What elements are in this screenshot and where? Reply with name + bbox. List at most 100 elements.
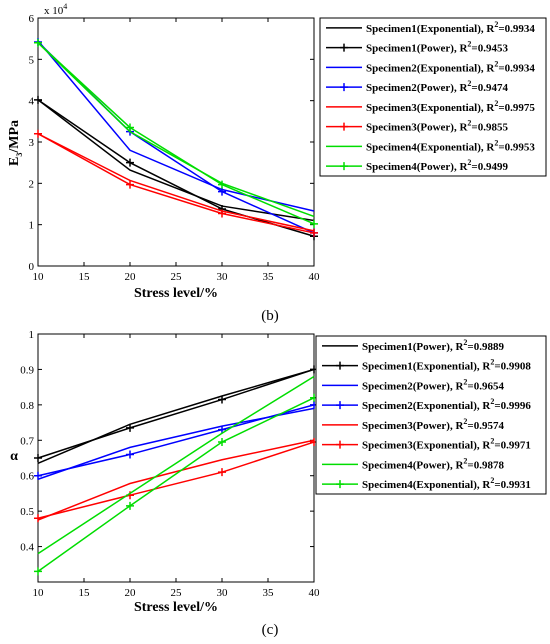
x-tick-label: 25 xyxy=(171,271,183,283)
data-point-marker xyxy=(218,187,226,196)
data-point-marker xyxy=(218,209,226,218)
data-point-marker xyxy=(126,158,134,167)
series-line xyxy=(37,368,315,465)
legend-marker xyxy=(340,122,348,131)
series-line xyxy=(34,38,318,228)
series-b xyxy=(34,37,318,241)
y-tick-label: 4 xyxy=(29,96,35,108)
legend-entry: Specimen2(Exponential), R2=0.9934 xyxy=(366,59,535,74)
data-point-marker xyxy=(34,454,42,462)
data-point-marker xyxy=(34,95,42,104)
legend-box-c xyxy=(315,335,547,495)
legend-marker xyxy=(340,83,348,92)
legend-entry: Specimen3(Power), R2=0.9855 xyxy=(366,119,508,134)
legend-marker xyxy=(340,43,348,52)
y-tick-label: 0.4 xyxy=(20,542,34,554)
series-path xyxy=(37,99,315,237)
x-tick-label: 35 xyxy=(263,587,275,599)
legend-entry: Specimen3(Power), R2=0.9574 xyxy=(362,417,504,432)
legend-entry: Specimen4(Power), R2=0.9878 xyxy=(362,456,504,471)
x-tick-label: 10 xyxy=(33,587,45,599)
legend-entry: Specimen1(Exponential), R2=0.9908 xyxy=(362,358,531,373)
y-multiplier-b: x 104 xyxy=(44,2,67,17)
x-tick-label: 30 xyxy=(217,271,229,283)
panel-label-b: (b) xyxy=(261,308,279,324)
data-point-marker xyxy=(218,395,226,404)
data-point-marker xyxy=(126,450,134,459)
y-tick-label: 3 xyxy=(29,137,35,149)
legend-entry: Specimen4(Power), R2=0.9499 xyxy=(366,158,508,173)
chart-panel-b: 10 15 20 25 30 35 40 0 1 2 3 4 5 6 x 104 E3/MPa Stres… xyxy=(7,2,547,324)
data-point-marker xyxy=(34,514,42,523)
y-tick-label: 0.9 xyxy=(20,364,34,376)
x-tick-label: 15 xyxy=(79,587,91,599)
y-tick-label: 1 xyxy=(29,329,35,341)
legend-entry: Specimen2(Power), R2=0.9654 xyxy=(362,377,504,392)
series-line xyxy=(34,365,318,462)
series-path xyxy=(37,41,315,234)
series-line xyxy=(37,99,315,222)
ticks-c: 10 15 20 25 30 35 40 0.4 0.5 0.6 0.7 0.8 0.9 1 xyxy=(20,329,320,599)
x-axis-label-c: Stress level/% xyxy=(134,600,218,615)
series-line xyxy=(34,438,318,523)
x-tick-label: 35 xyxy=(263,271,275,283)
y-tick-label: 6 xyxy=(29,13,35,25)
y-tick-label: 0.5 xyxy=(20,506,34,518)
legend-marker xyxy=(340,162,348,171)
data-point-marker xyxy=(126,123,134,132)
series-path xyxy=(37,42,315,218)
legend-marker xyxy=(336,361,344,370)
legend-entry: Specimen3(Exponential), R2=0.9971 xyxy=(362,437,531,452)
legend-entry: Specimen1(Exponential), R2=0.9934 xyxy=(366,20,535,35)
ticks-b: 10 15 20 25 30 35 40 0 1 2 3 4 5 6 xyxy=(29,13,321,283)
plot-area-b xyxy=(37,17,315,267)
series-path xyxy=(37,404,315,477)
series-path xyxy=(37,133,315,232)
data-point-marker xyxy=(218,180,226,189)
legend-entry: Specimen1(Power), R2=0.9889 xyxy=(362,338,504,353)
series-c xyxy=(34,365,318,576)
series-line xyxy=(37,439,315,521)
y-axis-label-b: E3/MPa xyxy=(7,120,24,166)
series-path xyxy=(37,99,315,222)
legend-b: Specimen1(Exponential), R2=0.9934 Specime… xyxy=(319,17,547,177)
series-path xyxy=(37,375,315,555)
data-point-marker xyxy=(218,438,226,447)
series-line xyxy=(34,95,318,241)
x-tick-label: 10 xyxy=(33,271,45,283)
series-line xyxy=(34,393,318,576)
y-axis-label-c: α xyxy=(10,449,18,464)
y-tick-label: 5 xyxy=(29,54,35,66)
legend-entry: Specimen2(Exponential), R2=0.9996 xyxy=(362,397,531,412)
x-tick-label: 20 xyxy=(125,587,137,599)
series-path xyxy=(37,133,315,234)
x-tick-label: 40 xyxy=(309,587,321,599)
series-line xyxy=(37,42,315,218)
series-path xyxy=(37,368,315,459)
x-tick-label: 30 xyxy=(217,587,229,599)
data-point-marker xyxy=(310,219,318,228)
legend-marker xyxy=(336,440,344,449)
series-path xyxy=(37,42,315,225)
legend-marker xyxy=(336,480,344,489)
y-tick-label: 2 xyxy=(29,178,35,190)
panel-label-c: (c) xyxy=(262,622,279,638)
series-path xyxy=(37,368,315,465)
x-tick-label: 20 xyxy=(125,271,137,283)
legend-entry: Specimen4(Exponential), R2=0.9953 xyxy=(366,138,535,153)
legend-entry: Specimen3(Exponential), R2=0.9975 xyxy=(366,99,535,114)
series-path xyxy=(37,441,315,519)
data-point-marker xyxy=(34,567,42,576)
legend-c: Specimen1(Power), R2=0.9889 Specimen1(Exp… xyxy=(315,335,547,495)
y-tick-label: 1 xyxy=(29,220,35,232)
data-point-marker xyxy=(34,38,42,47)
series-line xyxy=(34,129,318,237)
x-tick-label: 40 xyxy=(309,271,321,283)
x-axis-label-b: Stress level/% xyxy=(134,286,218,301)
series-line xyxy=(34,400,318,480)
series-path xyxy=(37,397,315,572)
data-point-marker xyxy=(126,501,134,510)
series-line xyxy=(37,133,315,232)
y-tick-label: 0.7 xyxy=(20,435,34,447)
